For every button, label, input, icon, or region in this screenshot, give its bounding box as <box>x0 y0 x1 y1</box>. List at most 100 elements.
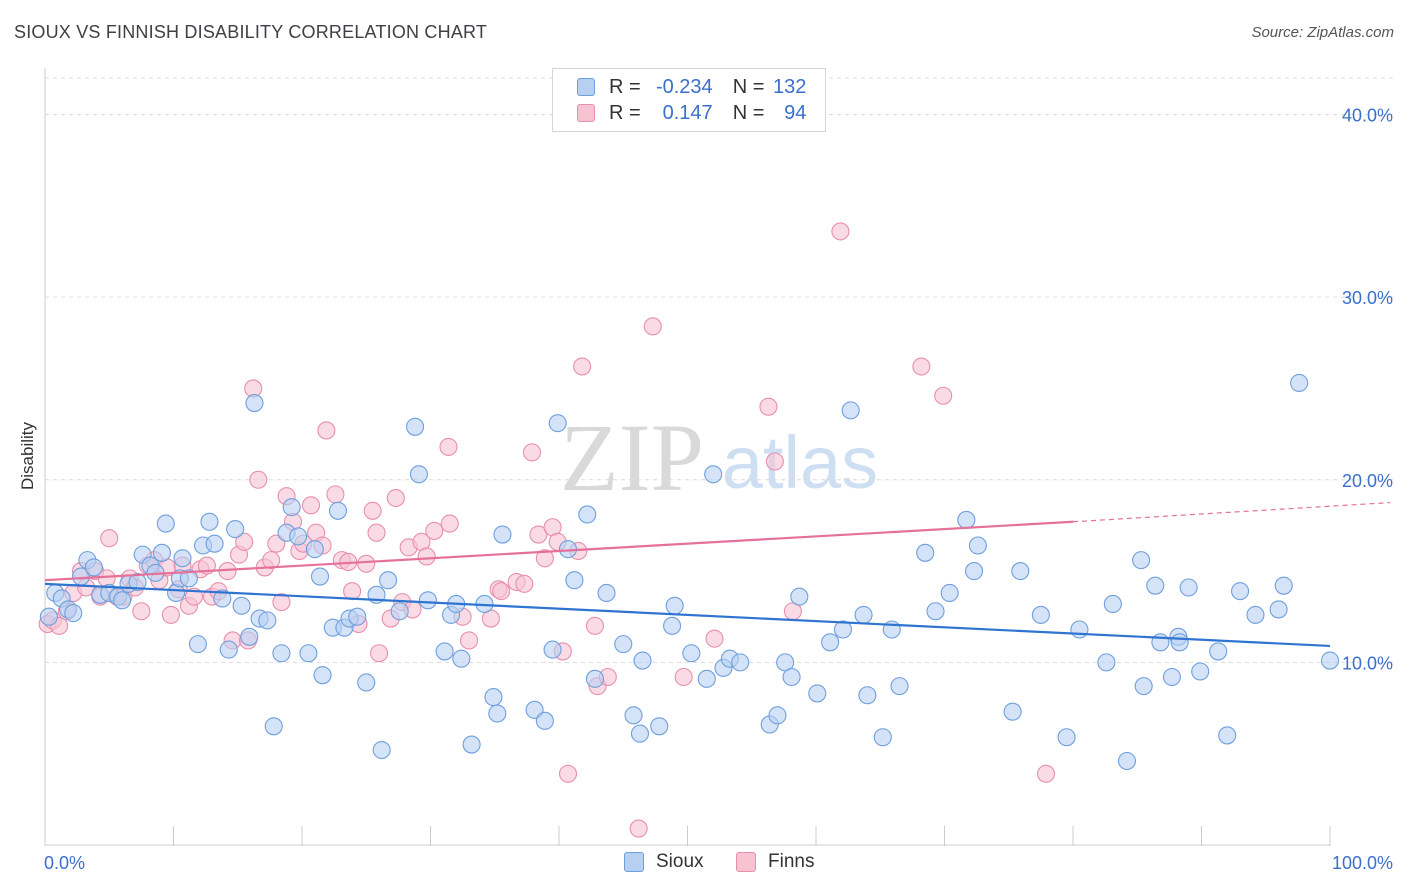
sioux-point <box>682 644 701 663</box>
sioux-point <box>665 596 684 615</box>
chart-title: SIOUX VS FINNISH DISABILITY CORRELATION … <box>14 22 488 42</box>
finns-point <box>1036 764 1056 783</box>
x-tick-label-max: 100.0% <box>1332 853 1393 873</box>
finns-point <box>417 547 436 566</box>
legend-n-label: N = <box>732 101 765 124</box>
sioux-point <box>630 724 650 743</box>
sioux-point <box>663 616 682 635</box>
y-tick-labels: 10.0% 20.0% 30.0% 40.0% <box>1342 106 1393 674</box>
y-tick-label: 20.0% <box>1342 471 1393 491</box>
sioux-point <box>232 596 251 615</box>
sioux-point <box>156 514 175 533</box>
finns-point <box>558 764 578 783</box>
sioux-point <box>565 571 584 590</box>
finns-point <box>363 501 382 520</box>
sioux-point <box>435 642 454 661</box>
sioux-point <box>379 571 398 590</box>
sioux-point <box>821 633 840 652</box>
watermark-zip: ZIP <box>560 404 704 511</box>
finns-point <box>235 532 254 551</box>
finns-point <box>573 357 592 376</box>
sioux-point <box>179 569 198 588</box>
sioux-point <box>1246 605 1265 624</box>
sioux-point <box>113 591 132 610</box>
sioux-point <box>1146 576 1165 595</box>
sioux-point <box>348 607 367 626</box>
bottom-legend-sioux: Sioux <box>624 851 704 873</box>
sioux-swatch <box>577 78 595 96</box>
sioux-point <box>578 505 597 524</box>
sioux-point <box>916 543 935 562</box>
sioux-point <box>245 394 264 413</box>
finns-point <box>367 523 386 542</box>
sioux-point <box>697 669 716 688</box>
sioux-point <box>768 706 787 725</box>
sioux-point <box>1003 702 1022 721</box>
sioux-point <box>1231 582 1250 601</box>
sioux-point <box>833 620 853 639</box>
sioux-point <box>704 465 723 484</box>
sioux-point <box>240 627 259 646</box>
y-tick-label: 10.0% <box>1342 653 1393 673</box>
finns-point <box>440 514 459 533</box>
sioux-point <box>409 465 428 484</box>
sioux-point <box>1070 620 1089 639</box>
sioux-swatch <box>624 852 644 872</box>
sioux-point <box>310 567 330 586</box>
sioux-point <box>1117 751 1137 771</box>
legend-n-label: N = <box>732 75 765 98</box>
sioux-point <box>858 686 877 705</box>
sioux-point <box>188 635 207 654</box>
finns-point <box>831 222 850 241</box>
sioux-point <box>152 543 171 562</box>
finns-point <box>386 488 405 508</box>
finns-point <box>629 819 648 838</box>
sioux-point <box>272 644 291 663</box>
watermark: ZIP atlas <box>560 404 878 511</box>
sioux-point <box>1269 600 1288 619</box>
legend-r-label: R = <box>609 101 641 124</box>
finns-point <box>262 551 281 570</box>
trend-lines <box>44 501 1391 648</box>
finns-point <box>492 582 511 601</box>
sioux-point <box>418 591 437 610</box>
sioux-point <box>957 510 976 529</box>
finns-point <box>912 357 931 376</box>
sioux-trend-line <box>44 582 1331 648</box>
sioux-point <box>1320 651 1340 670</box>
sioux-point <box>264 717 283 736</box>
finns-point <box>161 605 180 624</box>
finns-point <box>301 496 321 515</box>
sioux-point <box>535 711 554 730</box>
finns-point <box>643 317 662 336</box>
sioux-point <box>1134 677 1153 696</box>
sioux-point <box>1057 728 1076 747</box>
finns-point <box>100 529 119 548</box>
sioux-point <box>808 684 827 703</box>
sioux-point <box>258 611 277 630</box>
sioux-point <box>790 587 809 606</box>
finns-point <box>934 386 953 405</box>
sioux-point <box>1151 633 1170 652</box>
sioux-point <box>585 669 605 688</box>
sioux-point <box>782 667 801 687</box>
finns-point <box>522 443 542 462</box>
finns-point <box>459 631 479 650</box>
sioux-point <box>289 527 308 546</box>
sioux-point <box>390 602 409 621</box>
finns-point <box>759 397 778 416</box>
sioux-point <box>841 401 860 420</box>
sioux-point <box>1191 662 1210 681</box>
sioux-point <box>39 607 58 626</box>
finns-point <box>185 587 204 606</box>
sioux-point <box>543 640 562 659</box>
legend-row-finns: R = 0.147 N = 94 <box>577 101 806 125</box>
finns-point <box>765 452 784 471</box>
gridlines <box>45 77 1395 663</box>
legend-r-value: 0.147 <box>662 101 713 124</box>
sioux-point <box>493 525 512 544</box>
finns-point <box>370 644 389 663</box>
legend-n-value: 94 <box>784 101 807 124</box>
finns-point <box>585 616 605 635</box>
